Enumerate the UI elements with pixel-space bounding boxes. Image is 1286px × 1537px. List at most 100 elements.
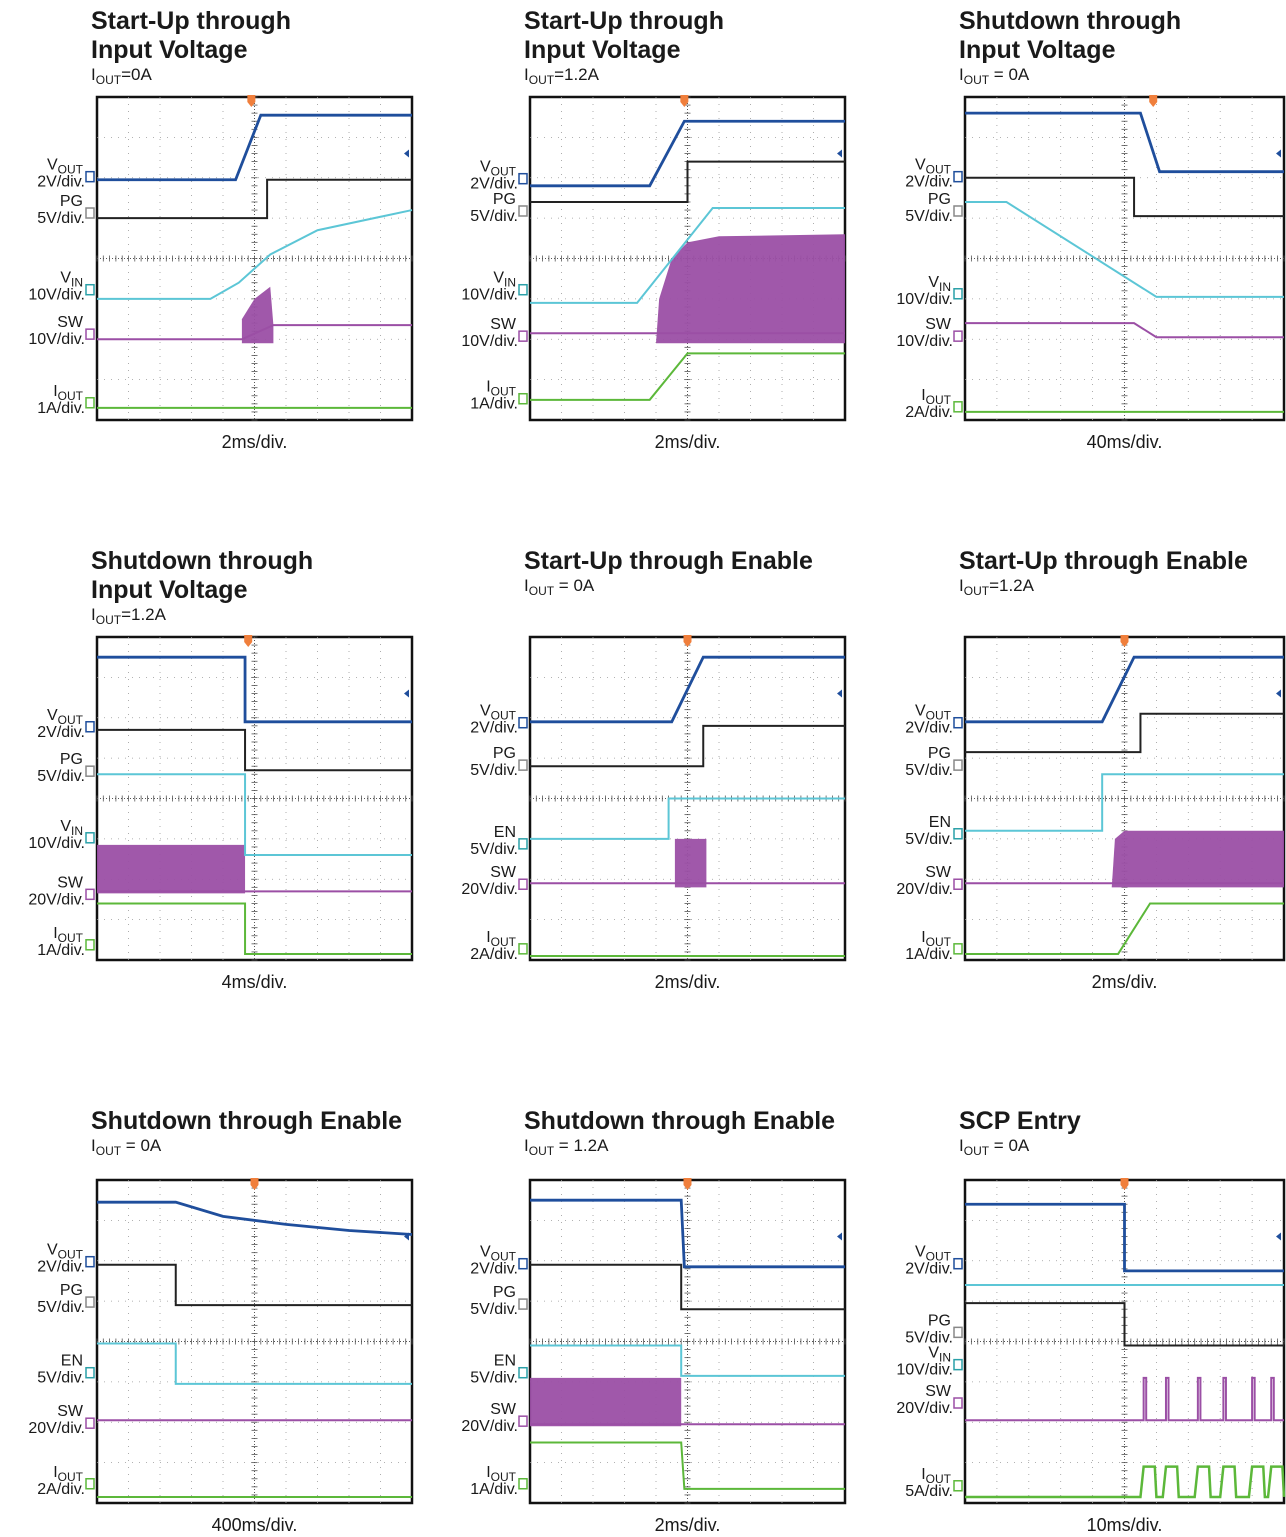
panel-condition: IOUT=1.2A (91, 605, 167, 627)
panel-title: Shutdown through Enable (91, 1107, 402, 1135)
scope-panel: Shutdown through EnableIOUT = 1.2AVOUT2V… (461, 1107, 845, 1535)
channel-scale: 1A/div. (37, 400, 85, 417)
timebase: 2ms/div. (655, 432, 721, 452)
channel-name: SW (490, 1401, 517, 1418)
panel-title: Input Voltage (959, 36, 1116, 64)
panel-condition: IOUT=1.2A (959, 576, 1035, 598)
channel-marker (86, 1257, 94, 1267)
channel-scale: 20V/div. (896, 1400, 953, 1417)
channel-scale: 2A/div. (470, 946, 518, 963)
channel-scale: 2V/div. (905, 174, 953, 191)
channel-scale: 5V/div. (37, 1299, 85, 1316)
switching-burst (656, 234, 845, 343)
channel-scale: 2V/div. (37, 1259, 85, 1276)
channel-marker (954, 1398, 962, 1408)
channel-name-base: V (480, 1244, 491, 1261)
panel-title: SCP Entry (959, 1107, 1081, 1135)
channel-name-base: V (915, 1244, 926, 1261)
channel-scale: 1A/div. (470, 396, 518, 413)
timebase: 40ms/div. (1087, 432, 1163, 452)
channel-marker (954, 829, 962, 839)
channel-scale: 2V/div. (905, 1261, 953, 1278)
condition-sub: OUT (529, 73, 555, 87)
channel-scale: 5A/div. (905, 1483, 953, 1500)
channel-name: EN (494, 1353, 516, 1370)
channel-marker (954, 1481, 962, 1491)
condition-sub: OUT (529, 584, 555, 598)
panel-title: Start-Up through Enable (959, 547, 1248, 575)
channel-marker (519, 718, 527, 728)
channel-scale: 5V/div. (470, 208, 518, 225)
channel-marker (86, 1368, 94, 1378)
scope-panel: Start-Up through EnableIOUT=1.2AVOUT2V/d… (896, 547, 1284, 992)
channel-scale: 10V/div. (896, 333, 953, 350)
channel-marker (86, 940, 94, 950)
figure: Start-Up throughInput VoltageIOUT=0AVOUT… (0, 0, 1286, 1537)
channel-scale: 2A/div. (37, 1481, 85, 1498)
channel-name-base: PG (60, 751, 83, 768)
condition-rest: =1.2A (121, 605, 167, 624)
channel-scale: 20V/div. (28, 1420, 85, 1437)
timebase: 2ms/div. (1092, 972, 1158, 992)
channel-name-base: PG (493, 1284, 516, 1301)
channel-marker (954, 718, 962, 728)
channel-name-base: PG (928, 191, 951, 208)
channel-scale: 5V/div. (905, 208, 953, 225)
channel-scale: 2V/div. (37, 724, 85, 741)
scope-panel: Start-Up through EnableIOUT = 0AVOUT2V/d… (461, 547, 845, 992)
condition-rest: =1.2A (554, 65, 600, 84)
channel-name: EN (494, 824, 516, 841)
channel-name-base: SW (490, 1401, 517, 1418)
channel-name: PG (493, 745, 516, 762)
channel-scale: 5V/div. (37, 768, 85, 785)
condition-rest: =1.2A (989, 576, 1035, 595)
channel-marker (519, 760, 527, 770)
channel-scale: 20V/div. (28, 891, 85, 908)
channel-scale: 5V/div. (37, 1370, 85, 1387)
channel-marker (86, 1418, 94, 1428)
panel-title: Input Voltage (91, 36, 248, 64)
switching-burst (97, 845, 245, 893)
channel-name-base: SW (490, 864, 517, 881)
channel-name-base: V (47, 707, 58, 724)
timebase: 2ms/div. (655, 972, 721, 992)
channel-name-base: SW (57, 1403, 84, 1420)
channel-name: SW (925, 316, 952, 333)
channel-name-base: SW (57, 314, 84, 331)
channel-name-base: V (928, 1345, 939, 1362)
timebase: 2ms/div. (222, 432, 288, 452)
channel-scale: 20V/div. (461, 881, 518, 898)
condition-rest: = 0A (989, 1136, 1030, 1155)
channel-marker (954, 1327, 962, 1337)
condition-sub: OUT (964, 584, 990, 598)
channel-name: PG (928, 191, 951, 208)
channel-scale: 10V/div. (461, 333, 518, 350)
channel-scale: 5V/div. (470, 841, 518, 858)
channel-scale: 1A/div. (905, 946, 953, 963)
channel-marker (519, 1368, 527, 1378)
channel-name-base: V (47, 157, 58, 174)
channel-name-base: V (928, 274, 939, 291)
panel-title: Shutdown through (91, 547, 313, 575)
channel-marker (954, 1360, 962, 1370)
panel-title: Input Voltage (524, 36, 681, 64)
channel-name-base: EN (61, 1353, 83, 1370)
channel-name-base: PG (60, 1282, 83, 1299)
channel-name: SW (57, 1403, 84, 1420)
channel-scale: 5V/div. (470, 762, 518, 779)
channel-name-base: EN (494, 824, 516, 841)
condition-rest: =0A (121, 65, 152, 84)
channel-scale: 10V/div. (28, 835, 85, 852)
channel-marker (86, 329, 94, 339)
channel-name-base: V (480, 703, 491, 720)
channel-marker (954, 289, 962, 299)
panel-title: Start-Up through (91, 7, 291, 35)
channel-name: SW (925, 1383, 952, 1400)
channel-name-base: V (915, 703, 926, 720)
channel-name: SW (57, 874, 84, 891)
condition-sub: OUT (529, 1144, 555, 1158)
channel-marker (519, 1299, 527, 1309)
channel-name-base: V (60, 818, 71, 835)
channel-name-base: PG (928, 745, 951, 762)
